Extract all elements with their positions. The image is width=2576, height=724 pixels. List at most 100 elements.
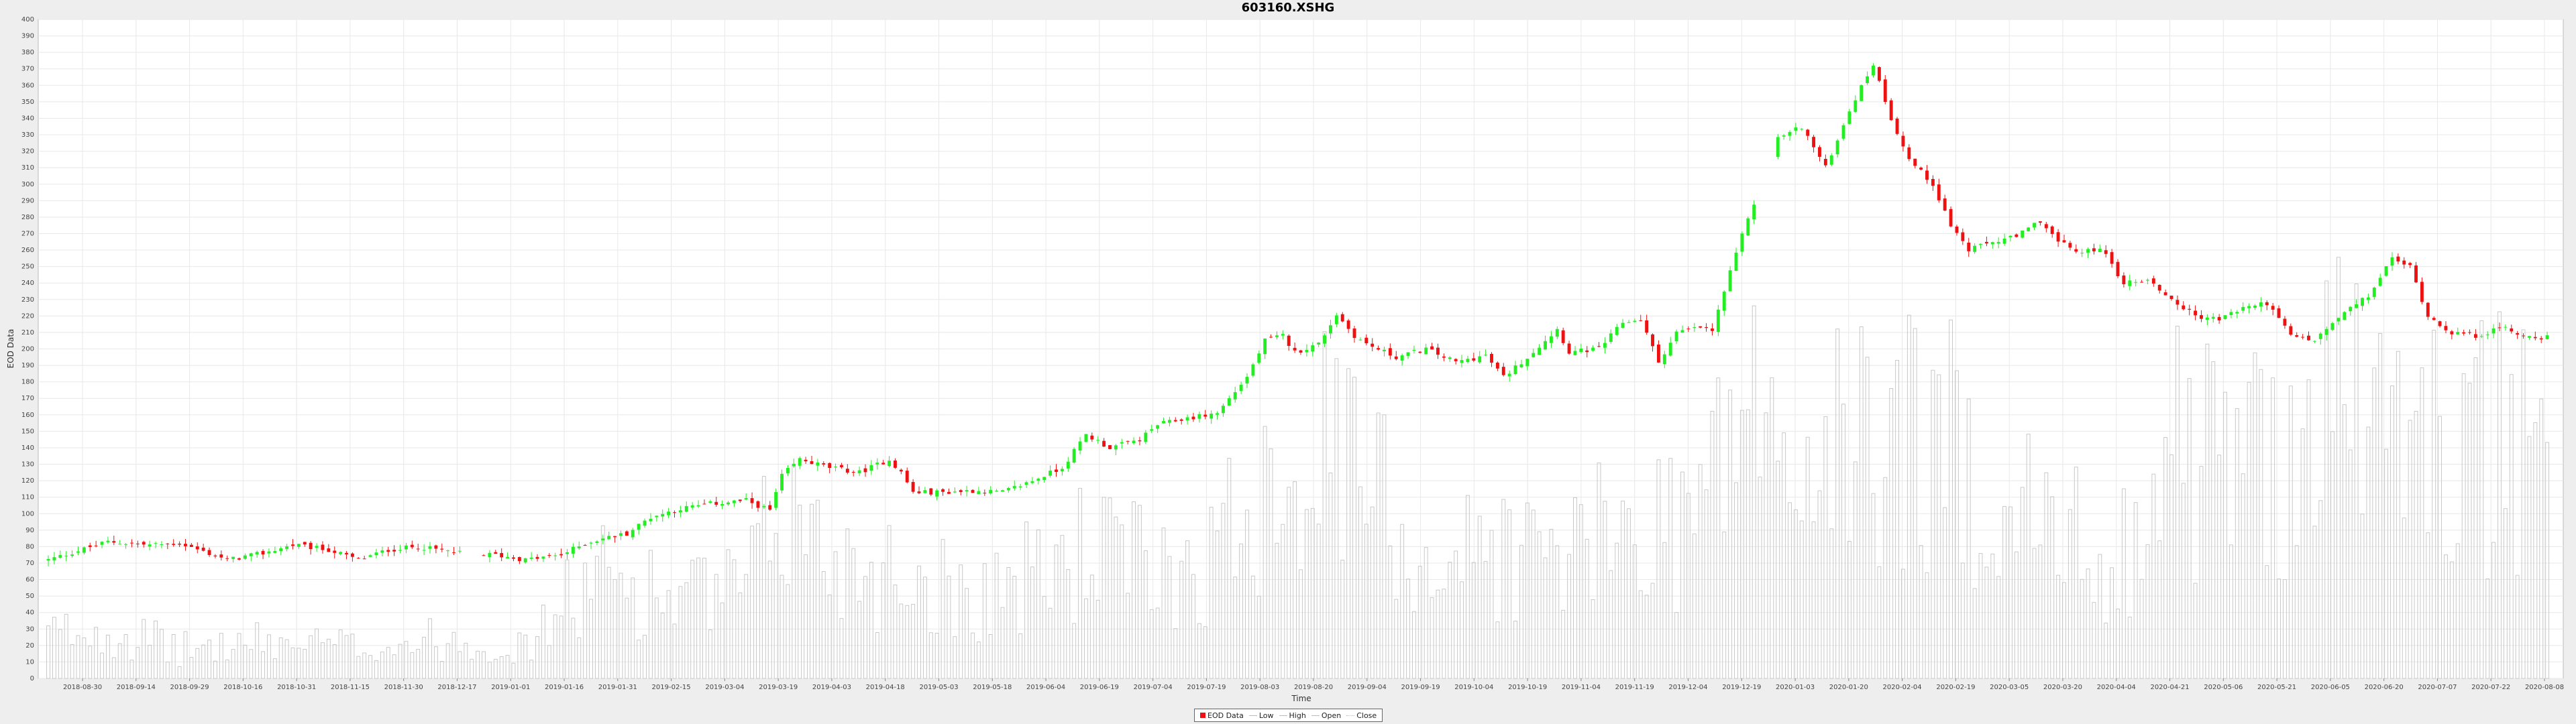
volume-bar: [1358, 486, 1362, 679]
legend-line-low: [1248, 715, 1257, 716]
volume-bar: [744, 574, 749, 679]
volume-bar: [207, 640, 211, 679]
volume-bar: [2348, 449, 2353, 679]
candle-body: [953, 491, 957, 493]
volume-bar: [1811, 521, 1816, 679]
candle-body: [1544, 341, 1547, 350]
candle-body: [1567, 343, 1571, 354]
volume-bar: [1299, 569, 1303, 679]
volume-bar: [1561, 609, 1566, 679]
volume-bar: [714, 574, 718, 679]
candle-body: [428, 546, 432, 549]
candle-body: [2062, 240, 2066, 243]
volume-bar: [1287, 487, 1291, 679]
y-tick-label: 170: [21, 395, 34, 402]
candle-body: [1812, 137, 1816, 147]
candle-body: [1847, 111, 1851, 124]
volume-bar: [2008, 506, 2012, 679]
volume-bar: [2235, 408, 2239, 679]
candle-body: [2092, 248, 2096, 251]
volume-bar: [1799, 520, 1804, 679]
candle-body: [1621, 322, 1625, 328]
volume-bar: [798, 504, 802, 679]
volume-bar: [1185, 540, 1190, 679]
volume-bar: [761, 476, 766, 679]
volume-bar: [1269, 448, 1273, 679]
volume-bar: [154, 620, 158, 679]
x-tick-label: 2020-07-07: [2418, 684, 2457, 691]
volume-bar: [2515, 575, 2520, 679]
x-axis-label: Time: [1291, 694, 1311, 703]
volume-bar: [2217, 455, 2222, 679]
volume-bar: [1597, 463, 1601, 679]
volume-bar: [225, 659, 229, 679]
candle-body: [434, 545, 438, 549]
volume-bar: [1537, 531, 1542, 679]
candle-body: [559, 554, 564, 556]
candle-body: [2462, 332, 2466, 334]
volume-bar: [2181, 483, 2186, 679]
volume-bar: [738, 592, 743, 679]
candle-body: [2074, 249, 2078, 252]
volume-bar: [2116, 608, 2120, 679]
y-tick-label: 190: [21, 362, 34, 369]
volume-bar: [123, 634, 128, 679]
volume-bar: [2527, 436, 2532, 679]
volume-bar: [1209, 507, 1214, 679]
candle-body: [673, 512, 676, 514]
candle-body: [1340, 314, 1344, 322]
volume-bar: [505, 654, 510, 679]
volume-bar: [750, 526, 755, 679]
volume-bar: [696, 557, 701, 679]
candle-body: [1860, 84, 1864, 101]
candle-body: [1490, 353, 1493, 363]
candle-body: [2008, 235, 2012, 238]
candle-body: [339, 552, 343, 554]
volume-bar: [1996, 576, 2001, 679]
volume-bar: [702, 558, 706, 679]
volume-bar: [315, 628, 319, 679]
candle-body: [1973, 245, 1977, 252]
volume-bar: [851, 548, 856, 679]
volume-bar: [464, 642, 468, 679]
volume-bar: [2092, 602, 2096, 679]
volume-bar: [1233, 577, 1238, 679]
volume-bar: [875, 632, 879, 679]
volume-bar: [523, 634, 528, 679]
candle-body: [2516, 333, 2520, 335]
y-tick-label: 310: [21, 164, 34, 172]
volume-bar: [2360, 514, 2365, 679]
candle-body: [1555, 328, 1559, 337]
candle-body: [1866, 76, 1870, 84]
candle-body: [1722, 291, 1726, 311]
volume-bar: [1627, 508, 1631, 679]
candle-body: [2015, 234, 2019, 237]
volume-bar: [386, 647, 390, 679]
x-tick-label: 2020-05-21: [2257, 684, 2296, 691]
candle-body: [905, 471, 909, 483]
volume-bar: [1197, 623, 1201, 679]
volume-bar: [1829, 528, 1834, 679]
y-tick-label: 150: [21, 428, 34, 435]
volume-bar: [2444, 554, 2448, 679]
candle-body: [1454, 359, 1458, 361]
volume-bar: [231, 649, 235, 679]
candle-body: [1329, 325, 1332, 334]
candle-body: [523, 558, 527, 562]
candle-body: [2289, 326, 2293, 335]
candle-body: [1788, 131, 1792, 136]
candle-body: [1042, 477, 1046, 481]
candle-body: [1507, 373, 1511, 377]
volume-bar: [1138, 505, 1142, 679]
volume-bar: [100, 652, 104, 679]
candle-body: [595, 541, 599, 543]
volume-bar: [2449, 561, 2454, 679]
candle-body: [1358, 339, 1362, 341]
candle-body: [1907, 147, 1911, 160]
volume-bar: [117, 643, 122, 679]
volume-bar: [2139, 579, 2144, 679]
volume-bar: [827, 594, 832, 679]
candle-body: [82, 547, 86, 553]
candle-body: [738, 499, 742, 501]
candle-body: [494, 552, 498, 554]
